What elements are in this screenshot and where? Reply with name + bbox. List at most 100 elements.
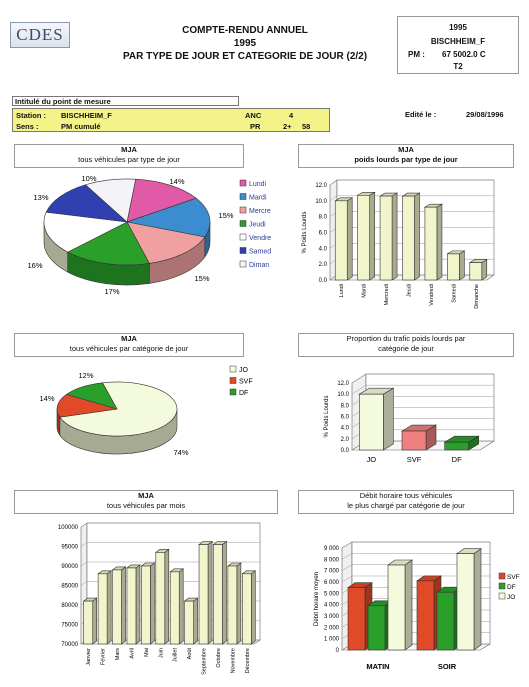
chart3-title-line2: tous véhicules par catégorie de jour — [69, 344, 189, 353]
pie-label-jeudi: 17% — [104, 287, 119, 296]
x-tick-label: Lundi — [339, 284, 345, 297]
id-pm-label: PM : — [408, 50, 425, 59]
legend-swatch-mardi — [239, 193, 247, 200]
report-title-line2: 1995 — [233, 38, 257, 49]
pie-slice-lundi — [126, 178, 197, 223]
bar-samedi-side — [459, 250, 465, 281]
legend-swatch-samedi — [239, 247, 247, 254]
edited-label: Edité le : — [405, 110, 437, 119]
x-tick-label: Dimanche — [474, 284, 480, 309]
gridline — [341, 541, 490, 549]
bar-jo-side — [383, 387, 394, 451]
id-box: 1995 BISCHHEIM_F PM : 67 5002.0 C T2 — [397, 16, 519, 74]
y-axis-label: % Poids Lourds — [302, 211, 308, 253]
pie-label-mardi: 15% — [218, 211, 233, 220]
chart4-title-line1: Proportion du trafic poids lourds par — [346, 334, 466, 343]
legend-swatch-dimanche — [239, 260, 247, 268]
legend-swatch-svf — [498, 572, 506, 580]
x-tick-label: Samedi — [451, 284, 457, 303]
bar-mardi — [357, 194, 370, 281]
gridline — [80, 522, 260, 528]
chart5-bar-monthly: 70000 75000 80000 85000 90000 95000 100000 Janv… — [58, 522, 261, 675]
bar-soir-jo-side — [473, 548, 482, 651]
chart2-title-line2: poids lourds par type de jour — [354, 155, 458, 164]
bar-lundi — [334, 200, 348, 281]
y-tick-label: 4 000 — [324, 603, 340, 609]
legend-swatch-lundi — [239, 179, 247, 187]
bar-month-9-side — [207, 540, 213, 645]
y-tick-label: 6.0 — [319, 231, 328, 237]
x-tick-label: Mai — [144, 648, 150, 657]
chart5-title-line1: MJA — [138, 491, 154, 500]
pie-label-lundi: 14% — [169, 177, 184, 186]
bar-matin-jo — [387, 564, 406, 651]
gridline — [341, 564, 490, 571]
bar-month-8 — [184, 600, 194, 645]
bar-vendredi-side — [436, 203, 443, 281]
bar-matin-df — [367, 605, 386, 651]
legend-swatch-df — [498, 582, 506, 590]
legend-swatch-svf — [229, 377, 237, 384]
chart2-title: MJA poids lourds par type de jour — [298, 144, 514, 168]
legend-label-jeudi: Jeudi — [249, 222, 266, 229]
id-code: T2 — [453, 62, 463, 71]
gridline — [341, 575, 490, 583]
bar-jo — [359, 393, 384, 451]
bar-month-5 — [141, 565, 151, 645]
bar-svf — [401, 430, 427, 451]
pie-slice-jeudi — [67, 221, 150, 266]
legend-swatch-vendredi — [239, 233, 247, 241]
anc-label: ANC — [245, 111, 262, 120]
y-tick-label: 6.0 — [341, 415, 350, 421]
x-tick-label: Mercredi — [384, 284, 390, 305]
y-tick-label: 0.0 — [341, 448, 350, 454]
bar-lundi-side — [346, 197, 353, 281]
bar-soir-svf — [416, 580, 435, 651]
chart5-title: MJA tous véhicules par mois — [14, 490, 278, 514]
pie-label-samedi: 13% — [33, 193, 48, 202]
y-tick-label: 80000 — [61, 603, 78, 609]
x-tick-label: Juillet — [173, 648, 179, 663]
pie-slice-jo — [59, 381, 178, 437]
legend-label-jo: JO — [239, 367, 249, 374]
pie-label-svf: 14% — [39, 394, 54, 403]
station-value: BISCHHEIM_F — [61, 111, 112, 120]
bar-matin-svf — [347, 587, 366, 651]
y-tick-label: 90000 — [61, 564, 78, 570]
legend-label-df: DF — [239, 390, 248, 397]
x-tick-label: Vendredi — [429, 284, 435, 306]
pr-value: 2+ — [283, 122, 292, 131]
y-tick-label: 3 000 — [324, 614, 340, 620]
bar-month-9 — [198, 544, 209, 645]
y-tick-label: 4.0 — [341, 426, 350, 432]
pie-label-vendredi: 16% — [27, 261, 42, 270]
chart1-title-line1: MJA — [121, 145, 137, 154]
gridline — [351, 384, 494, 395]
x-tick-label: Août — [187, 648, 193, 660]
report-title-line1: COMPTE-RENDU ANNUEL — [182, 25, 308, 36]
pr-label: PR — [250, 122, 261, 131]
legend-label-samedi: Samed — [249, 249, 271, 256]
chart2-bar-hgv-week: 0.0 2.0 4.0 6.0 8.0 10.0 12.0 % Poids Lourds Lun… — [302, 179, 495, 309]
bar-month-1 — [83, 600, 94, 645]
station-label: Station : — [16, 111, 46, 120]
y-tick-label: 4.0 — [319, 246, 328, 252]
chart6-bar-hourly: 0 1 000 2 000 3 000 4 000 5 000 6 000 7 000 8 00… — [314, 541, 520, 671]
chart6-title-line1: Débit horaire tous véhicules — [359, 491, 453, 500]
legend-label-jo: JO — [507, 594, 515, 601]
bar-month-3 — [112, 569, 122, 645]
bar-soir-jo — [456, 553, 475, 651]
pie-slice-mardi — [125, 197, 211, 238]
x-tick-label: Mars — [115, 648, 121, 660]
legend-label-mercredi: Mercre — [249, 208, 271, 215]
pie-slice-svf — [56, 394, 118, 418]
chart4-bar-hgv-category: 0.0 2.0 4.0 6.0 8.0 10.0 12.0 % Poids Lourds JO S… — [324, 373, 496, 464]
legend-label-svf: SVF — [507, 574, 520, 581]
bar-mardi-side — [369, 191, 375, 281]
bar-matin-jo-side — [404, 559, 413, 651]
y-tick-label: 10.0 — [315, 199, 327, 205]
legend-label-mardi: Mardi — [249, 195, 267, 202]
y-tick-label: 2 000 — [324, 625, 340, 631]
pie-slice-samedi — [45, 184, 128, 223]
